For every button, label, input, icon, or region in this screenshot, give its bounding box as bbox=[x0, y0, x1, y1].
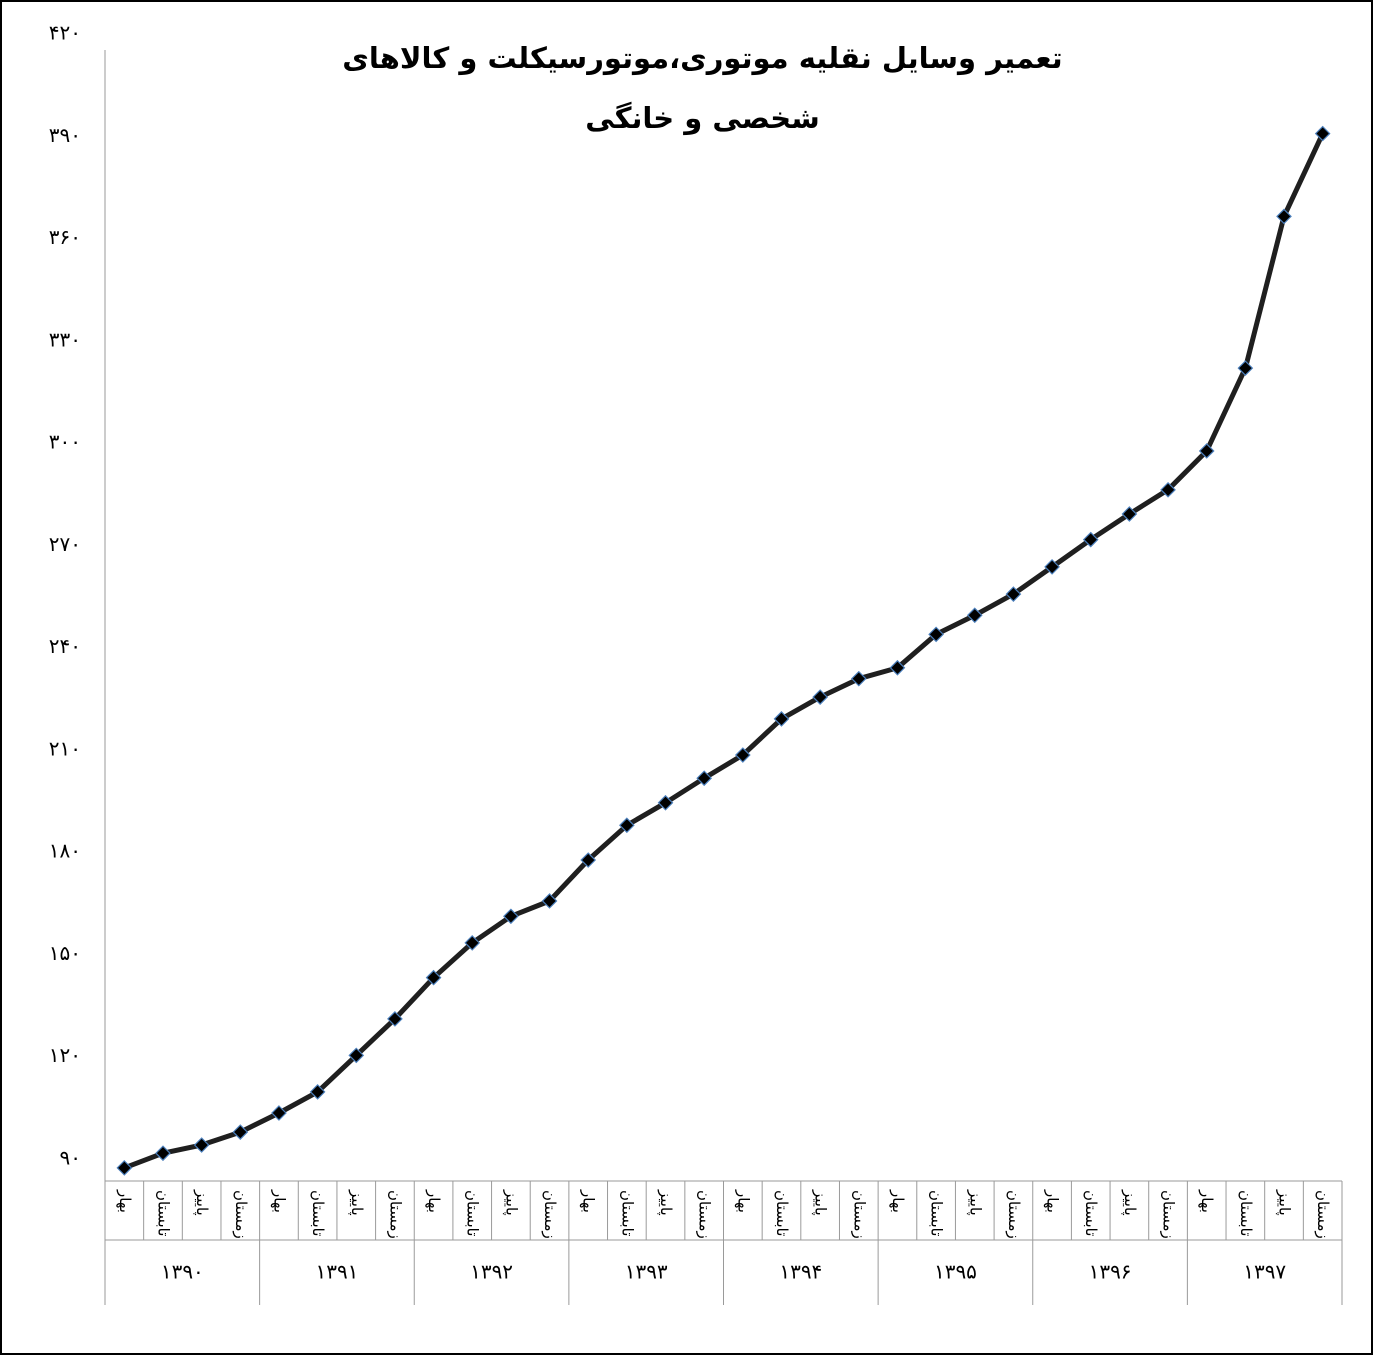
data-point bbox=[464, 935, 481, 951]
season-label: زمستان bbox=[696, 1190, 714, 1239]
y-tick-label: ۲۴۰ bbox=[49, 634, 81, 658]
year-label: ۱۳۹۴ bbox=[779, 1260, 822, 1284]
data-point bbox=[1314, 125, 1331, 142]
season-label: بهار bbox=[116, 1189, 134, 1213]
data-point bbox=[193, 1137, 210, 1153]
y-tick-label: ۲۷۰ bbox=[49, 532, 81, 556]
series-line-group bbox=[121, 131, 1326, 1171]
season-label: تابستان bbox=[928, 1190, 946, 1236]
season-label: زمستان bbox=[1005, 1190, 1023, 1239]
y-tick-label: ۳۳۰ bbox=[49, 327, 81, 351]
data-point bbox=[812, 689, 828, 705]
series-markers bbox=[116, 125, 1331, 1176]
x-axis-categories: بهار تابستان پاییز زمستان بهار تابستان پاییز زم… bbox=[116, 1189, 1332, 1284]
season-label: پاییز bbox=[965, 1189, 984, 1216]
season-label: پاییز bbox=[811, 1189, 830, 1216]
y-tick-label: ۲۱۰ bbox=[49, 736, 81, 760]
chart-title: تعمیر وسایل نقلیه موتوری،موتورسیکلت و کا… bbox=[342, 41, 1063, 135]
season-label: بهار bbox=[1044, 1189, 1062, 1213]
data-point bbox=[773, 711, 790, 727]
data-point bbox=[1198, 443, 1215, 459]
season-label: تابستان bbox=[618, 1190, 636, 1236]
season-label: زمستان bbox=[850, 1190, 868, 1239]
data-point bbox=[503, 908, 519, 925]
data-point bbox=[619, 817, 635, 834]
year-label: ۱۳۹۱ bbox=[315, 1260, 358, 1284]
season-label: تابستان bbox=[464, 1190, 482, 1236]
data-point bbox=[1237, 360, 1254, 376]
y-axis-ticks: ۹۰ ۱۲۰ ۱۵۰ ۱۸۰ ۲۱۰ ۲۴۰ ۲۷۰ ۳۰۰ ۳۳۰ ۳۶۰ ۳۹۰ ۴۲۰ bbox=[49, 21, 81, 1170]
data-point bbox=[155, 1145, 171, 1162]
season-label: تابستان bbox=[773, 1190, 791, 1236]
data-point bbox=[580, 852, 597, 868]
y-tick-label: ۱۵۰ bbox=[49, 941, 81, 965]
y-tick-label: ۱۸۰ bbox=[49, 839, 81, 863]
season-label: پاییز bbox=[347, 1189, 366, 1216]
data-point bbox=[309, 1084, 326, 1100]
data-point bbox=[966, 607, 983, 624]
data-point bbox=[889, 659, 906, 676]
season-label: تابستان bbox=[1082, 1190, 1100, 1236]
y-tick-label: ۳۶۰ bbox=[49, 225, 81, 249]
season-label: زمستان bbox=[386, 1190, 404, 1239]
data-point bbox=[696, 770, 713, 787]
y-tick-label: ۳۰۰ bbox=[49, 430, 81, 454]
year-label: ۱۳۹۶ bbox=[1089, 1260, 1132, 1284]
data-point bbox=[850, 670, 867, 687]
season-label: تابستان bbox=[1237, 1190, 1255, 1236]
season-label: پاییز bbox=[656, 1189, 675, 1216]
season-label: پاییز bbox=[1120, 1189, 1139, 1216]
year-label: ۱۳۹۰ bbox=[161, 1260, 204, 1284]
data-point bbox=[1276, 208, 1292, 225]
season-label: زمستان bbox=[541, 1190, 559, 1239]
data-point bbox=[387, 1011, 403, 1027]
data-point bbox=[1044, 559, 1060, 575]
data-point bbox=[1121, 506, 1138, 522]
season-label: تابستان bbox=[155, 1190, 173, 1236]
data-point bbox=[348, 1047, 365, 1064]
season-label: بهار bbox=[425, 1189, 443, 1213]
y-tick-label: ۴۲۰ bbox=[49, 21, 81, 45]
data-point bbox=[271, 1105, 287, 1121]
season-label: زمستان bbox=[1314, 1190, 1332, 1239]
season-label: پاییز bbox=[1275, 1189, 1294, 1216]
season-label: تابستان bbox=[309, 1190, 327, 1236]
season-label: زمستان bbox=[232, 1190, 250, 1239]
data-point bbox=[657, 794, 674, 811]
season-label: بهار bbox=[1198, 1189, 1216, 1213]
data-point bbox=[1082, 531, 1099, 548]
year-label: ۱۳۹۳ bbox=[625, 1260, 668, 1284]
y-tick-label: ۱۲۰ bbox=[49, 1043, 81, 1067]
season-label: بهار bbox=[271, 1189, 289, 1213]
y-tick-label: ۳۹۰ bbox=[49, 123, 81, 147]
data-point bbox=[734, 747, 751, 763]
series-line bbox=[121, 131, 1326, 1171]
data-point bbox=[928, 626, 944, 643]
data-point bbox=[1005, 586, 1022, 602]
y-tick-label: ۹۰ bbox=[60, 1146, 81, 1170]
data-point bbox=[425, 969, 442, 986]
season-label: بهار bbox=[734, 1189, 752, 1213]
season-label: زمستان bbox=[1160, 1190, 1178, 1239]
data-point bbox=[232, 1124, 249, 1140]
axes bbox=[104, 50, 1343, 1305]
season-label: پاییز bbox=[192, 1189, 211, 1216]
season-label: بهار bbox=[889, 1189, 907, 1213]
year-label: ۱۳۹۲ bbox=[470, 1260, 513, 1284]
data-point bbox=[116, 1160, 133, 1176]
data-point bbox=[1160, 481, 1176, 498]
data-point bbox=[541, 893, 558, 909]
season-label: پاییز bbox=[501, 1189, 520, 1216]
season-label: بهار bbox=[580, 1189, 598, 1213]
year-label: ۱۳۹۷ bbox=[1243, 1260, 1286, 1284]
year-label: ۱۳۹۵ bbox=[934, 1260, 977, 1284]
